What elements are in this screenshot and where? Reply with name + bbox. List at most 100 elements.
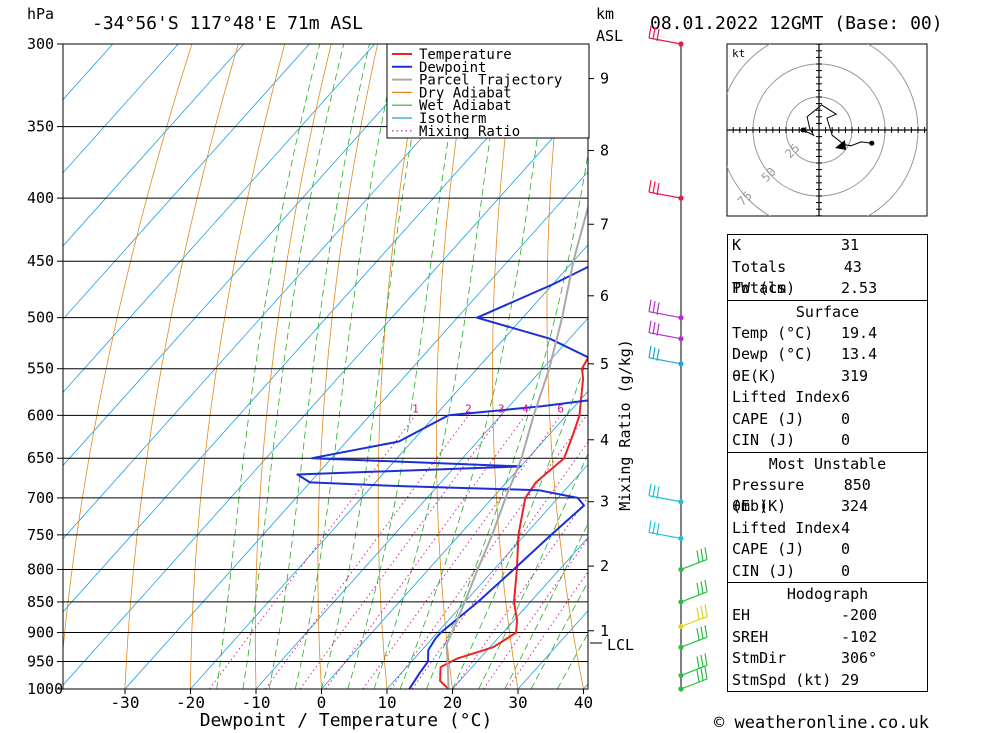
wind-barb xyxy=(648,520,684,542)
wind-barb-profile xyxy=(648,25,708,692)
wet-adiabat-line xyxy=(216,44,321,689)
hodograph-point xyxy=(869,140,875,146)
indices-panel: K 31 Totals Totals 43 PW (cm) 2.53 Surface Temp… xyxy=(727,234,928,692)
index-row: Pressure (mb) 850 xyxy=(728,475,927,516)
y-tick-label: 950 xyxy=(27,653,54,671)
wind-barb xyxy=(678,653,708,679)
isotherm-line xyxy=(63,44,441,467)
y-tick-label: 850 xyxy=(27,593,54,611)
y-tick-label: 650 xyxy=(27,449,54,467)
mixing-ratio-label: 6 xyxy=(557,402,564,415)
isotherm-line xyxy=(124,171,588,689)
dry-adiabat-line xyxy=(254,44,332,689)
isotherm-line xyxy=(321,390,588,689)
isotherm-line xyxy=(386,463,588,689)
index-label: StmSpd (kt) xyxy=(732,670,832,689)
index-label: CAPE (J) xyxy=(732,409,805,428)
index-value: 0 xyxy=(841,409,851,428)
x-tick-label: -10 xyxy=(242,693,271,712)
y-tick-label: 400 xyxy=(27,189,54,207)
x-tick-label: 0 xyxy=(317,693,327,712)
isotherm-line xyxy=(63,44,310,320)
mixing-ratio-label: 1 xyxy=(412,402,419,415)
isotherm-line xyxy=(63,44,114,101)
hodograph-trace xyxy=(802,104,872,147)
height-unit: km xyxy=(596,5,614,23)
wet-adiabat-line xyxy=(399,44,552,689)
isotherm-line xyxy=(63,44,376,393)
copyright: © weatheronline.co.uk xyxy=(714,713,929,733)
height-tick-label: 1 xyxy=(600,622,609,640)
index-label: θE(K) xyxy=(732,366,778,385)
height-tick-label: 9 xyxy=(600,70,609,88)
index-row: θE (K) 324 xyxy=(728,496,927,518)
dry-adiabat-line xyxy=(935,44,1000,689)
mixing-ratio-label: 4 xyxy=(522,402,529,415)
index-label: CIN (J) xyxy=(732,431,796,449)
x-tick-label: -30 xyxy=(111,693,140,712)
isotherm-line xyxy=(63,44,572,613)
x-axis-label: Dewpoint / Temperature (°C) xyxy=(200,710,493,731)
index-row: EH -200 xyxy=(728,605,927,627)
index-label: CAPE (J) xyxy=(732,540,805,558)
y-tick-label: 350 xyxy=(27,118,54,136)
y-tick-label: 450 xyxy=(27,252,54,270)
index-value: 306° xyxy=(841,649,878,667)
isotherm-line xyxy=(63,97,588,686)
legend-label: Dewpoint xyxy=(419,60,486,76)
y-tick-label: 500 xyxy=(27,309,54,327)
wind-barb xyxy=(648,483,684,505)
index-value: -200 xyxy=(841,606,878,624)
index-label: θE (K) xyxy=(732,497,787,515)
legend-label: Wet Adiabat xyxy=(419,98,512,114)
index-row: θE(K) 319 xyxy=(728,366,927,388)
height-tick-label: 8 xyxy=(600,142,609,160)
dry-adiabat-line xyxy=(63,44,193,654)
index-row: Totals Totals 43 xyxy=(728,257,927,298)
mixing-ratio-line xyxy=(411,441,588,689)
mixing-ratio-axis-label: Mixing Ratio (g/kg) xyxy=(616,339,634,511)
mixing-ratio-line xyxy=(362,415,562,689)
mixing-ratio-line xyxy=(506,571,588,689)
mixing-ratio-line xyxy=(325,415,526,689)
wind-barb xyxy=(648,345,684,367)
index-label: CIN (J) xyxy=(732,561,796,580)
index-label: EH xyxy=(732,606,751,624)
index-row: StmDir 306° xyxy=(728,648,927,670)
y-tick-label: 1000 xyxy=(27,680,63,698)
index-value: 850 xyxy=(843,475,871,494)
dry-adiabat-line xyxy=(124,44,239,689)
mixing-ratio-label: 2 xyxy=(465,402,472,415)
index-value: 43 xyxy=(843,257,862,276)
index-section-title: Surface xyxy=(728,299,927,323)
y-tick-label: 300 xyxy=(27,35,54,53)
x-tick-label: -20 xyxy=(176,693,205,712)
index-label: Dewp (°C) xyxy=(732,345,814,363)
wind-barb xyxy=(648,320,684,342)
wet-adiabat-line xyxy=(452,355,588,689)
lcl-label: LCL xyxy=(607,636,634,654)
index-row: SREH -102 xyxy=(728,627,927,649)
index-value: 0 xyxy=(841,540,851,558)
temperature-series xyxy=(439,355,588,689)
dry-adiabat-line xyxy=(546,44,584,689)
pressure-unit: hPa xyxy=(27,5,54,23)
mixing-ratio-line xyxy=(483,537,588,689)
x-tick-label: 10 xyxy=(377,693,396,712)
index-label: PW (cm) xyxy=(732,279,796,297)
index-row: CAPE (J) 0 xyxy=(728,539,927,561)
index-value: 324 xyxy=(841,497,869,515)
index-row: CAPE (J) 0 xyxy=(728,409,927,431)
dewpoint-series xyxy=(296,265,588,689)
storm-motion-arrow xyxy=(835,140,846,150)
index-section-title: Hodograph xyxy=(728,582,927,605)
x-tick-label: 30 xyxy=(508,693,527,712)
mixing-ratio-line xyxy=(390,415,587,689)
wind-barb xyxy=(678,666,708,692)
datetime-title: 08.01.2022 12GMT (Base: 00) xyxy=(650,13,943,34)
wind-barb xyxy=(648,180,684,201)
index-section-title: Most Unstable xyxy=(728,451,927,475)
index-label: Totals Totals xyxy=(732,257,787,298)
dry-adiabat-line xyxy=(981,44,1000,689)
index-label: Pressure (mb) xyxy=(732,475,805,516)
